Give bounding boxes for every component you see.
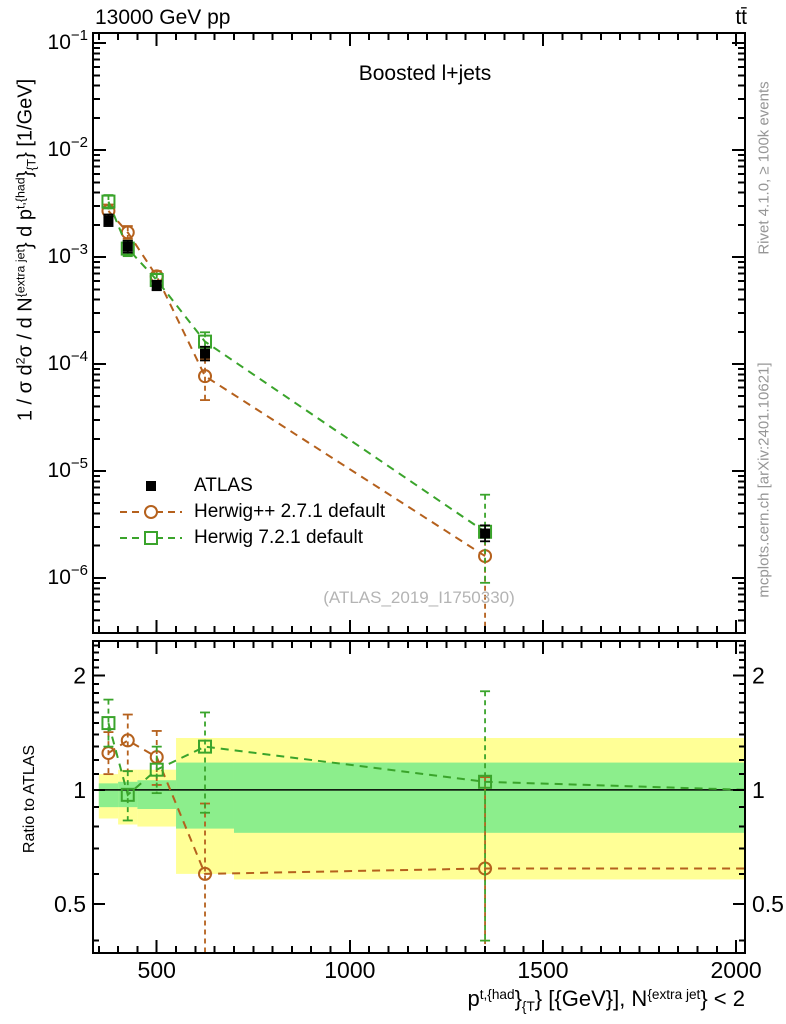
- legend-label-herwig7: Herwig 7.2.1 default: [194, 527, 363, 548]
- svg-text:1000: 1000: [324, 957, 375, 983]
- uncertainty-band-green: [233, 762, 745, 833]
- svg-text:1: 1: [752, 777, 765, 803]
- svg-text:2: 2: [73, 663, 86, 689]
- main-panel-content: [101, 194, 493, 633]
- series-atlas: [103, 213, 491, 543]
- ratio-panel-content: [93, 690, 745, 953]
- svg-text:10−2: 10−2: [48, 134, 88, 161]
- ratio-series-herwig7: [101, 690, 745, 942]
- svg-text:500: 500: [138, 957, 176, 983]
- svg-text:10−3: 10−3: [48, 241, 88, 268]
- watermark: (ATLAS_2019_I1750330): [323, 588, 515, 607]
- side-note-rivet: Rivet 4.1.0, ≥ 100k events: [755, 81, 773, 255]
- svg-text:2: 2: [752, 663, 765, 689]
- herwigpp-marker-icon: [120, 504, 182, 520]
- svg-text:1500: 1500: [517, 957, 568, 983]
- legend-item-atlas: ATLAS: [120, 473, 385, 499]
- legend-label-herwigpp: Herwig++ 2.7.1 default: [194, 501, 386, 522]
- svg-text:10−5: 10−5: [48, 455, 88, 482]
- x-axis-label: pt,{had}{T} [{GeV}], N{extra jet} < 2: [467, 986, 745, 1014]
- svg-text:1: 1: [73, 777, 86, 803]
- svg-text:10−1: 10−1: [48, 27, 88, 54]
- herwig7-marker-icon: [120, 530, 182, 546]
- side-note-mcplots: mcplots.cern.ch [arXiv:2401.10621]: [755, 362, 773, 598]
- svg-text:2000: 2000: [711, 957, 762, 983]
- legend: ATLAS Herwig++ 2.7.1 default Herwig 7.2.…: [120, 473, 385, 551]
- legend-label-atlas: ATLAS: [194, 475, 253, 496]
- ratio-axis-label: Ratio to ATLAS: [21, 744, 38, 854]
- svg-text:10−6: 10−6: [48, 562, 88, 589]
- uncertainty-band-green: [98, 783, 119, 808]
- legend-item-herwigpp: Herwig++ 2.7.1 default: [120, 499, 385, 525]
- series-herwigpp: [101, 203, 493, 633]
- atlas-marker-icon: [120, 478, 182, 494]
- svg-text:0.5: 0.5: [752, 891, 784, 917]
- tick-labels: 10−1 10−2 10−3 10−4 10−5 10−6 500 1000 1500 2000 2…: [48, 27, 784, 983]
- y-axis-label: 1 / σ d2σ / d N{extra jet} d pt,{had}{T}…: [13, 78, 39, 422]
- header-beam-energy: 13000 GeV pp: [95, 6, 231, 29]
- svg-text:10−4: 10−4: [48, 348, 88, 375]
- legend-item-herwig7: Herwig 7.2.1 default: [120, 525, 385, 551]
- svg-text:0.5: 0.5: [54, 891, 86, 917]
- panel-title: Boosted l+jets: [358, 62, 492, 85]
- axes-frames: [92, 32, 746, 954]
- header-process: tt̄: [735, 6, 747, 29]
